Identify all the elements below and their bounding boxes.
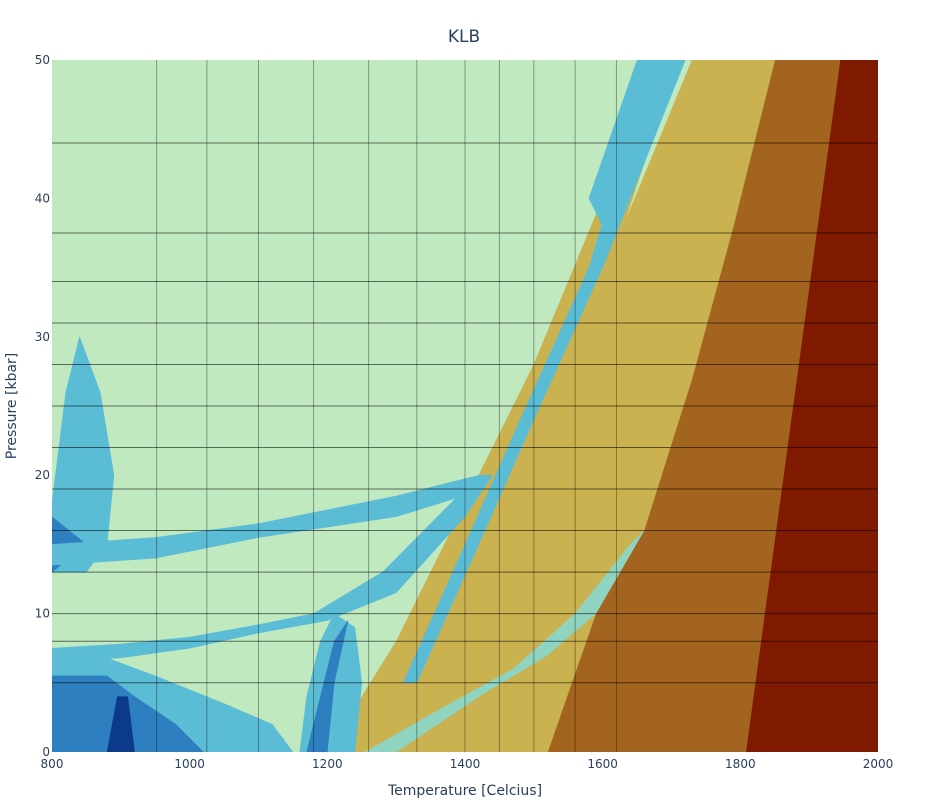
x-tick-label: 1400 <box>450 757 481 771</box>
x-axis-title: Temperature [Celcius] <box>387 783 542 799</box>
y-axis-title: Pressure [kbar] <box>4 353 20 459</box>
x-tick-label: 1000 <box>174 757 205 771</box>
phase-field-5 <box>402 60 686 684</box>
x-tick-label: 800 <box>41 757 64 771</box>
y-tick-label: 0 <box>42 745 50 759</box>
y-tick-label: 50 <box>35 53 50 67</box>
y-tick-label: 20 <box>35 468 50 482</box>
y-tick-label: 40 <box>35 191 50 205</box>
phase-field-15 <box>306 620 349 752</box>
y-axis-ticks: 0 10 20 30 40 50 <box>35 53 50 759</box>
chart-title: KLB <box>448 27 480 47</box>
y-tick-label: 30 <box>35 330 50 344</box>
x-tick-label: 1800 <box>725 757 756 771</box>
mesh-grid <box>52 60 878 752</box>
x-tick-label: 2000 <box>863 757 894 771</box>
phase-field-16 <box>106 696 135 752</box>
x-axis-ticks: 800 1000 1200 1400 1600 1800 2000 <box>41 757 894 771</box>
x-tick-label: 1600 <box>587 757 618 771</box>
x-tick-label: 1200 <box>312 757 343 771</box>
phase-field-11 <box>313 474 493 621</box>
y-tick-label: 10 <box>35 607 50 621</box>
